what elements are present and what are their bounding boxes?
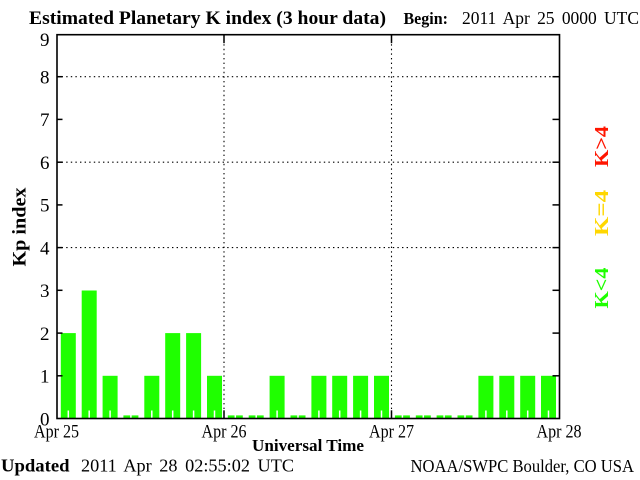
svg-text:Apr 26: Apr 26 (202, 422, 247, 443)
svg-text:Updated: Updated (1, 455, 70, 475)
svg-text:Apr 25: Apr 25 (34, 422, 79, 443)
svg-text:0: 0 (40, 409, 50, 430)
svg-text:Apr 28: Apr 28 (537, 422, 582, 443)
svg-text:6: 6 (40, 153, 50, 174)
svg-text:5: 5 (40, 196, 50, 217)
svg-text:Apr 27: Apr 27 (369, 422, 414, 443)
svg-text:K=4: K=4 (591, 190, 613, 236)
svg-text:Kp index: Kp index (10, 187, 31, 267)
svg-text:2011 Apr 25 0000 UTC: 2011 Apr 25 0000 UTC (462, 8, 639, 28)
svg-text:7: 7 (40, 110, 50, 131)
svg-text:2011 Apr 28 02:55:02 UTC: 2011 Apr 28 02:55:02 UTC (81, 455, 294, 475)
svg-text:Estimated Planetary K index (3: Estimated Planetary K index (3 hour data… (29, 9, 386, 29)
svg-text:4: 4 (40, 238, 50, 259)
svg-text:K<4: K<4 (591, 268, 613, 309)
svg-text:1: 1 (40, 367, 50, 388)
svg-text:K>4: K>4 (591, 126, 613, 167)
svg-text:8: 8 (40, 68, 50, 89)
svg-text:9: 9 (40, 30, 50, 51)
svg-text:3: 3 (40, 281, 50, 302)
svg-text:Begin:: Begin: (404, 9, 449, 28)
svg-text:2: 2 (40, 324, 50, 345)
svg-text:NOAA/SWPC Boulder, CO USA: NOAA/SWPC Boulder, CO USA (411, 456, 635, 476)
svg-text:Universal Time: Universal Time (252, 436, 364, 455)
